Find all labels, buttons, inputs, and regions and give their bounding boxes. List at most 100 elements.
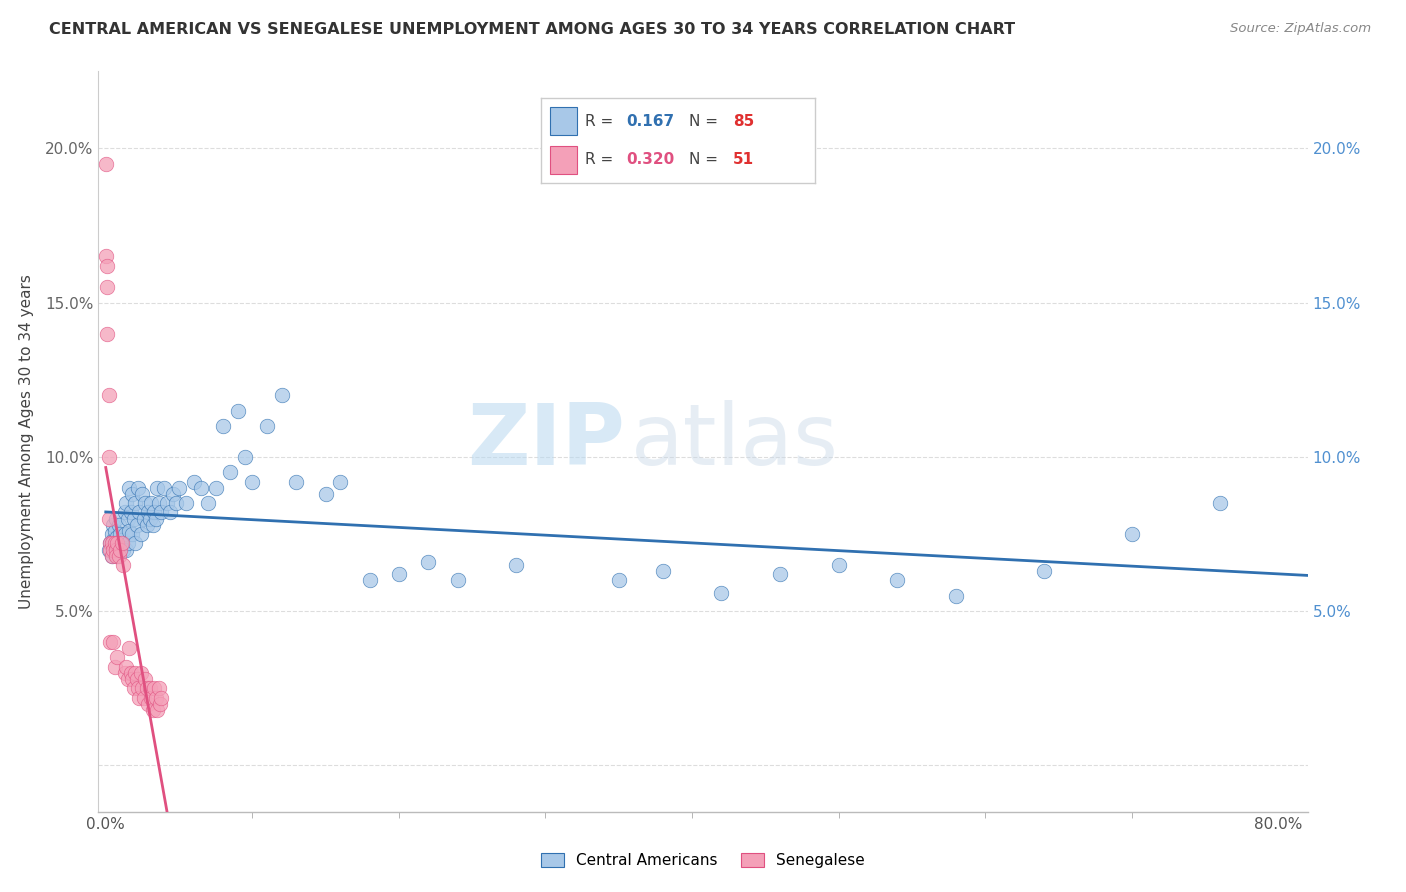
Point [107,536,129,550]
Point [96,280,118,294]
Point [107,530,129,544]
Point [117,672,139,686]
Point [505,558,527,572]
Text: 0.167: 0.167 [626,114,675,129]
Point [148,681,170,696]
Y-axis label: Unemployment Among Ages 30 to 34 years: Unemployment Among Ages 30 to 34 years [20,274,34,609]
Point [132,511,155,525]
Point [105,536,128,550]
Point [145,511,167,525]
Point [121,672,143,686]
Point [134,496,156,510]
Point [167,481,190,495]
Point [97,450,120,464]
Point [118,524,141,538]
Point [945,589,967,603]
Point [120,506,142,520]
Point [115,496,138,510]
Point [135,517,157,532]
Point [122,511,145,525]
Point [111,533,134,548]
Point [204,481,226,495]
Point [103,536,125,550]
Text: atlas: atlas [630,400,838,483]
Point [112,542,135,557]
Point [129,665,152,680]
Point [96,259,118,273]
Point [94,157,117,171]
Legend: Central Americans, Senegalese: Central Americans, Senegalese [536,847,870,874]
Point [607,574,630,588]
Text: R =: R = [585,153,619,168]
Point [1208,496,1230,510]
Point [100,527,122,541]
Point [118,641,141,656]
Point [108,549,131,563]
Point [131,681,153,696]
Point [115,659,138,673]
Point [141,690,163,705]
Point [176,496,198,510]
Point [98,542,121,557]
Point [233,450,256,464]
Point [145,690,167,705]
Point [143,681,166,696]
Point [110,527,132,541]
Text: 85: 85 [734,114,755,129]
Text: N =: N = [689,153,723,168]
Point [138,511,160,525]
Point [146,703,169,717]
Point [124,665,146,680]
Point [134,672,156,686]
Bar [550,107,576,136]
Point [103,524,125,538]
Point [285,475,308,489]
Point [98,536,121,550]
Point [1121,527,1143,541]
Text: CENTRAL AMERICAN VS SENEGALESE UNEMPLOYMENT AMONG AGES 30 TO 34 YEARS CORRELATIO: CENTRAL AMERICAN VS SENEGALESE UNEMPLOYM… [49,22,1015,37]
Point [105,549,128,563]
Text: ZIP: ZIP [467,400,624,483]
Point [135,681,157,696]
Point [107,549,129,563]
Point [101,542,124,557]
Text: Source: ZipAtlas.com: Source: ZipAtlas.com [1230,22,1371,36]
Point [197,496,219,510]
Point [418,555,440,569]
Point [127,681,149,696]
Point [142,703,165,717]
Point [97,542,120,557]
Point [108,517,131,532]
Point [105,511,128,525]
Point [651,564,673,578]
Point [103,659,125,673]
Point [138,681,160,696]
Point [117,511,139,525]
Point [96,326,118,341]
Text: 0.320: 0.320 [626,153,675,168]
Point [1032,564,1054,578]
Point [128,506,150,520]
Point [886,574,908,588]
Point [120,665,142,680]
Point [97,511,120,525]
Point [136,697,159,711]
Point [127,481,149,495]
Point [112,558,135,572]
Point [108,536,131,550]
Point [114,506,136,520]
Point [101,533,124,548]
Point [110,542,132,557]
Point [107,650,129,665]
Point [827,558,849,572]
Point [128,690,150,705]
Point [111,536,134,550]
Point [114,527,136,541]
Point [212,419,235,434]
Point [125,517,148,532]
Point [256,419,278,434]
Point [121,487,143,501]
Point [165,496,187,510]
Point [100,536,122,550]
Point [162,487,184,501]
